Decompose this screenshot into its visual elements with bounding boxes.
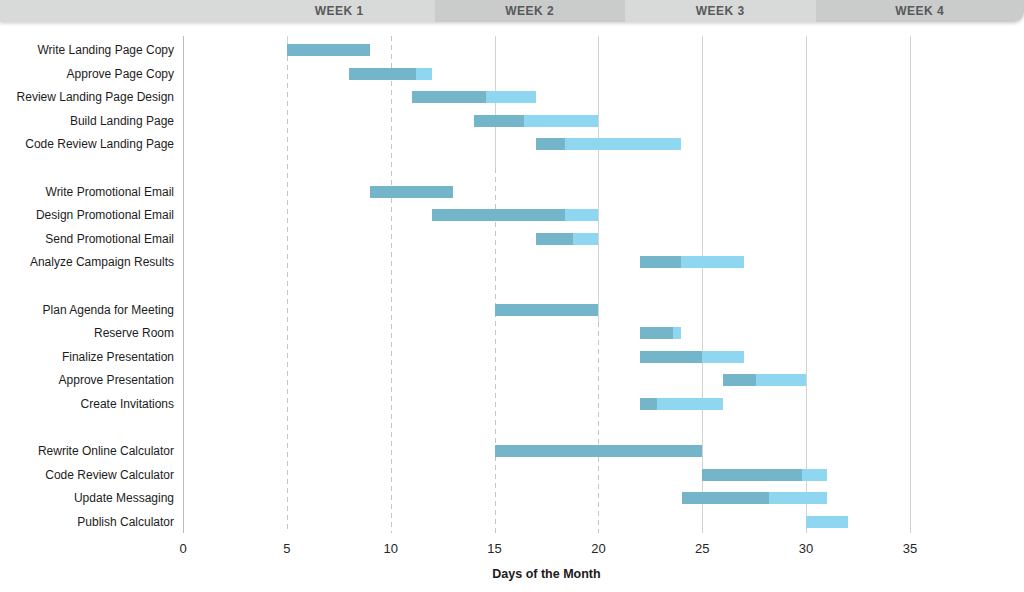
gantt-bar	[702, 469, 827, 481]
task-label: Reserve Room	[0, 324, 174, 342]
gantt-bar	[806, 516, 848, 528]
gantt-bar	[287, 44, 370, 56]
gantt-bar	[432, 209, 598, 221]
week-3-header: WEEK 3	[625, 0, 816, 22]
gantt-bar-complete	[640, 351, 702, 363]
gantt-bar	[474, 115, 599, 127]
gantt-bar-complete	[474, 115, 524, 127]
gantt-bar	[682, 492, 827, 504]
x-tick-label: 10	[371, 541, 411, 556]
gantt-bar-complete	[723, 374, 756, 386]
week-header-band: WEEK 1 WEEK 2 WEEK 3 WEEK 4	[0, 0, 1024, 22]
x-tick-label: 35	[890, 541, 930, 556]
gantt-bar	[536, 233, 598, 245]
task-label: Approve Page Copy	[0, 65, 174, 83]
task-label: Design Promotional Email	[0, 206, 174, 224]
x-axis: 0 5 10 15 20 25 30 35	[0, 0, 1024, 592]
task-label: Code Review Landing Page	[0, 135, 174, 153]
gantt-bar-complete	[640, 398, 657, 410]
task-label: Write Landing Page Copy	[0, 41, 174, 59]
gantt-chart: WEEK 1 WEEK 2 WEEK 3 WEEK 4 Write Landin…	[0, 0, 1024, 592]
week-4-label: WEEK 4	[895, 4, 944, 18]
gridline-dashed	[495, 168, 496, 533]
task-label: Publish Calculator	[0, 513, 174, 531]
x-tick-label: 30	[786, 541, 826, 556]
week-2-label: WEEK 2	[505, 4, 554, 18]
task-label: Write Promotional Email	[0, 183, 174, 201]
week-2-header: WEEK 2	[435, 0, 626, 22]
gantt-bar-complete	[536, 138, 565, 150]
x-tick-label: 0	[163, 541, 203, 556]
gantt-bar-complete	[370, 186, 453, 198]
gantt-bar-complete	[349, 68, 415, 80]
gantt-bar	[349, 68, 432, 80]
week-header-spacer	[0, 0, 244, 22]
gridline-dashed	[598, 322, 599, 533]
gridline-solid	[702, 36, 703, 533]
x-axis-title: Days of the Month	[183, 567, 910, 581]
gridline-solid	[806, 36, 807, 533]
gantt-bar-complete	[536, 233, 573, 245]
task-labels-column: Write Landing Page Copy Approve Page Copy…	[0, 0, 1024, 592]
gantt-bar-complete	[495, 445, 703, 457]
gantt-bar-complete	[702, 469, 802, 481]
gantt-bar	[536, 138, 681, 150]
gridline-solid	[183, 36, 184, 533]
task-label: Rewrite Online Calculator	[0, 442, 174, 460]
week-1-header: WEEK 1	[244, 0, 435, 22]
task-label: Finalize Presentation	[0, 348, 174, 366]
gantt-bar	[640, 327, 682, 339]
gantt-bar-complete	[682, 492, 769, 504]
gridline-solid	[287, 36, 288, 56]
gantt-bar	[640, 398, 723, 410]
gantt-bar	[412, 91, 537, 103]
gridlines-layer	[0, 0, 1024, 592]
gridline-dashed	[391, 36, 392, 533]
bars-layer	[0, 0, 1024, 592]
gantt-bar	[723, 374, 806, 386]
gantt-bar-complete	[432, 209, 565, 221]
week-4-header: WEEK 4	[816, 0, 1024, 22]
x-tick-label: 25	[682, 541, 722, 556]
x-tick-label: 20	[578, 541, 618, 556]
task-label: Update Messaging	[0, 489, 174, 507]
task-label: Analyze Campaign Results	[0, 253, 174, 271]
task-label: Create Invitations	[0, 395, 174, 413]
task-label: Code Review Calculator	[0, 466, 174, 484]
gantt-bar-complete	[287, 44, 370, 56]
week-3-label: WEEK 3	[696, 4, 745, 18]
gantt-bar	[640, 256, 744, 268]
gantt-bar	[495, 445, 703, 457]
gantt-bar-complete	[495, 304, 599, 316]
gridline-dashed	[287, 56, 288, 533]
gantt-bar-complete	[640, 327, 673, 339]
week-1-label: WEEK 1	[315, 4, 364, 18]
task-label: Plan Agenda for Meeting	[0, 301, 174, 319]
gantt-bar	[495, 304, 599, 316]
gantt-bar	[640, 351, 744, 363]
gridline-solid	[910, 36, 911, 533]
task-label: Approve Presentation	[0, 371, 174, 389]
x-tick-label: 5	[267, 541, 307, 556]
task-label: Review Landing Page Design	[0, 88, 174, 106]
task-label: Send Promotional Email	[0, 230, 174, 248]
gantt-bar-complete	[640, 256, 682, 268]
gantt-bar	[370, 186, 453, 198]
gantt-bar-complete	[412, 91, 487, 103]
x-tick-label: 15	[475, 541, 515, 556]
gridline-solid	[598, 36, 599, 322]
task-label: Build Landing Page	[0, 112, 174, 130]
gridline-solid	[495, 36, 496, 168]
